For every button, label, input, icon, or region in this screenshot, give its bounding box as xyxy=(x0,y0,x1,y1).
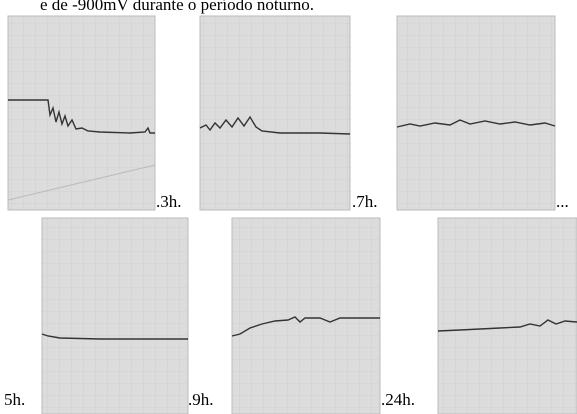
panel-label: .24h. xyxy=(381,390,415,409)
panel-label: .7h. xyxy=(352,192,378,211)
panel-label: 5h. xyxy=(4,390,25,409)
recorder-strip xyxy=(231,217,381,414)
recorder-strip xyxy=(7,15,156,211)
recorder-strip xyxy=(396,15,556,211)
recorder-strip xyxy=(437,217,577,414)
recorder-strip xyxy=(199,15,351,211)
panel-label: ... xyxy=(556,192,569,211)
panel-label: .9h. xyxy=(188,390,214,409)
caption: e de -900mV durante o período noturno. xyxy=(40,0,314,14)
panel-label: .3h. xyxy=(156,192,182,211)
recorder-strip xyxy=(41,217,189,414)
